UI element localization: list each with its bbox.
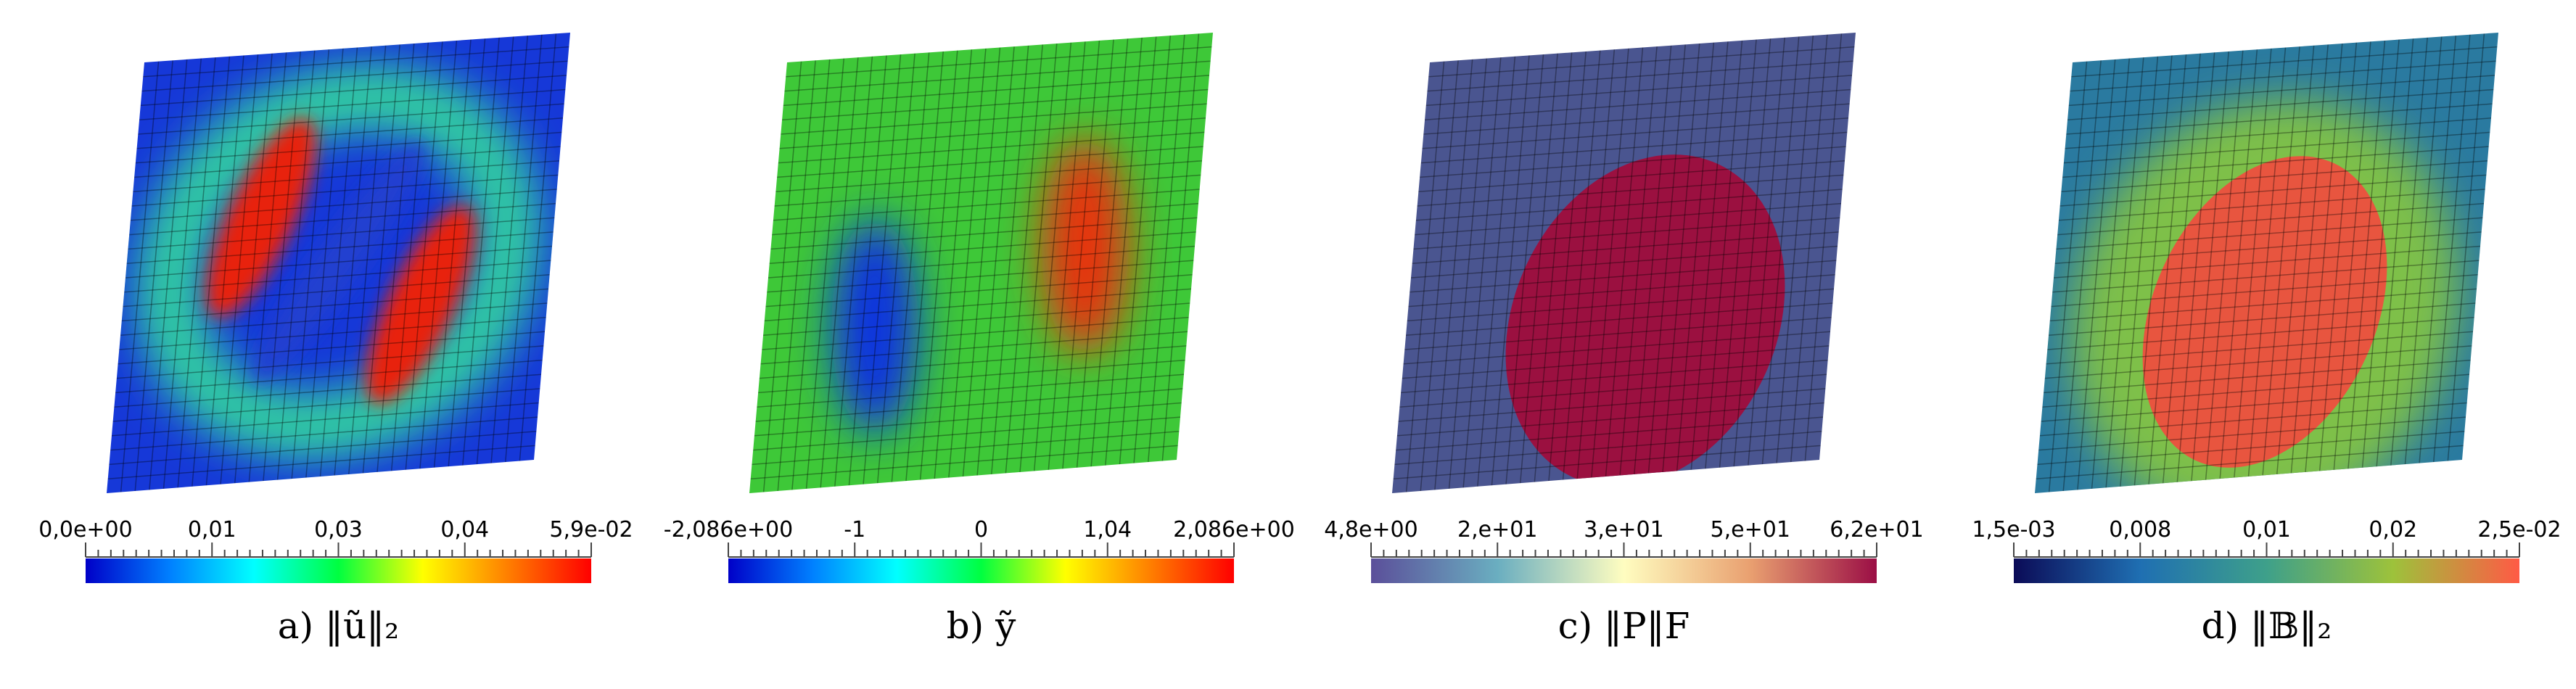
tick-label: 0,0e+00 — [38, 517, 132, 542]
tick-label: 2,5e-02 — [2477, 517, 2561, 542]
colorbar — [2014, 558, 2519, 583]
tick-label: 0,008 — [2109, 517, 2171, 542]
tick-label: 0 — [974, 517, 988, 542]
tick-label: 4,8e+00 — [1324, 517, 1417, 542]
tick-label: 1,5e-03 — [1972, 517, 2055, 542]
caption: c) ‖P‖F — [1558, 605, 1690, 647]
mesh-plot — [2035, 33, 2498, 493]
tick-label: 5,9e-02 — [549, 517, 633, 542]
tick-label: 6,2e+01 — [1830, 517, 1923, 542]
tick-label: 3,e+01 — [1584, 517, 1663, 542]
caption: d) ‖𝔹‖₂ — [2202, 605, 2332, 647]
tick-label: 0,01 — [2242, 517, 2291, 542]
colorbar — [728, 558, 1234, 583]
tick-label: -2,086e+00 — [664, 517, 793, 542]
tick-label: 1,04 — [1083, 517, 1132, 542]
colorbar — [86, 558, 591, 583]
panel: 4,8e+00 2,e+01 3,e+01 5,e+01 6,2e+01 c) ‖P‖F — [1324, 33, 1924, 647]
tick-label: 5,e+01 — [1711, 517, 1790, 542]
tick-label: -1 — [844, 517, 865, 542]
colorbar — [1371, 558, 1877, 583]
tick-label: 0,01 — [188, 517, 236, 542]
panel: 0,0e+00 0,01 0,03 0,04 5,9e-02 a) ‖ũ‖₂ — [38, 33, 633, 647]
tick-label: 0,04 — [440, 517, 489, 542]
caption: a) ‖ũ‖₂ — [278, 605, 399, 647]
mesh-plot — [107, 33, 570, 493]
mesh-plot — [749, 33, 1213, 493]
caption: b) ỹ — [947, 605, 1016, 647]
tick-label: 2,086e+00 — [1173, 517, 1295, 542]
tick-label: 0,02 — [2369, 517, 2417, 542]
panel: 1,5e-03 0,008 0,01 0,02 2,5e-02 d) ‖𝔹‖₂ — [1972, 33, 2561, 647]
mesh-plot — [1392, 33, 1856, 493]
tick-label: 0,03 — [314, 517, 363, 542]
tick-label: 2,e+01 — [1457, 517, 1537, 542]
panel: -2,086e+00 -1 0 1,04 2,086e+00 b) ỹ — [664, 33, 1295, 647]
